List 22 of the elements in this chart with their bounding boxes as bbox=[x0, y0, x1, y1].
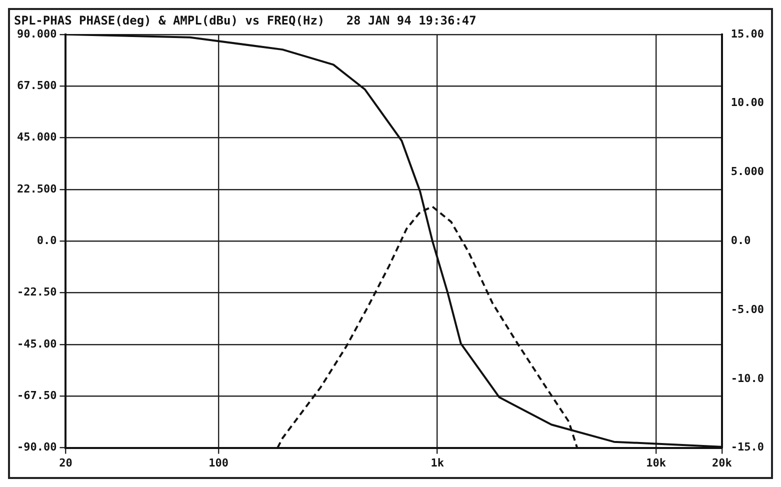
chart-title: SPL-PHAS PHASE(deg) & AMPL(dBu) vs FREQ(Hz) 28 JAN 94 19:36:47 bbox=[14, 13, 476, 28]
y-tick-label: 45.000 bbox=[16, 130, 57, 144]
y-tick-label: -45.00 bbox=[16, 337, 57, 350]
y2-tick-label: -15.0 bbox=[730, 440, 764, 454]
y2-tick-label: 0.0 bbox=[730, 234, 751, 247]
y-tick-label: 90.000 bbox=[16, 27, 57, 40]
y-tick-label: -90.00 bbox=[16, 440, 57, 454]
y-tick-label: 0.0 bbox=[36, 234, 57, 247]
y2-tick-label: 15.00 bbox=[730, 27, 764, 40]
y-tick-label: -67.50 bbox=[16, 388, 57, 402]
y2-tick-label: 5.000 bbox=[730, 165, 764, 178]
y2-tick-label: -5.00 bbox=[730, 302, 764, 316]
x-tick-label: 1k bbox=[430, 456, 444, 470]
y2-tick-label: -10.0 bbox=[730, 372, 764, 385]
y-tick-label: 67.500 bbox=[16, 78, 57, 92]
x-tick-label: 100 bbox=[208, 456, 229, 470]
x-tick-label: 20k bbox=[712, 456, 732, 470]
x-tick-label: 20 bbox=[59, 456, 72, 470]
x-tick-label: 10k bbox=[646, 456, 666, 470]
y2-tick-label: 10.00 bbox=[730, 96, 764, 110]
y-tick-label: 22.500 bbox=[16, 182, 57, 196]
y-tick-label: -22.50 bbox=[16, 286, 57, 299]
